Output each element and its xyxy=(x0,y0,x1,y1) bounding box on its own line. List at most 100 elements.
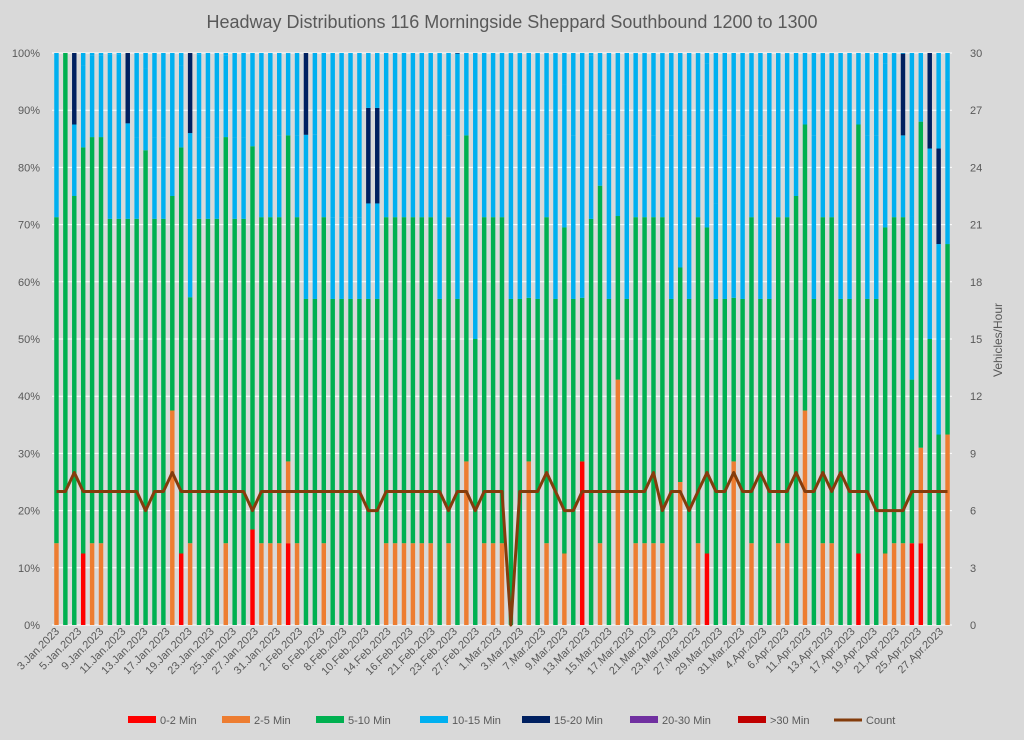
bar-segment xyxy=(820,543,826,625)
bar-segment xyxy=(909,543,915,625)
bar-segment xyxy=(767,298,772,625)
bar-segment xyxy=(473,339,478,625)
bar-segment xyxy=(856,553,861,625)
bar-segment xyxy=(205,218,211,625)
bar-segment xyxy=(187,133,193,298)
bar-segment xyxy=(642,217,647,544)
count-line xyxy=(56,471,948,627)
bar-segment xyxy=(633,543,638,625)
bar-segment xyxy=(277,543,282,625)
legend-label: 15-20 Min xyxy=(554,715,603,727)
bar-segment xyxy=(89,55,95,138)
bar-segment xyxy=(107,54,113,219)
bar-segment xyxy=(125,53,130,124)
bar-segment xyxy=(713,203,719,299)
legend-label: Count xyxy=(866,715,895,727)
bar-segment xyxy=(722,135,727,299)
bar-segment xyxy=(820,53,826,54)
bar-segment xyxy=(945,53,950,81)
bar-segment xyxy=(677,53,683,268)
bar-segment xyxy=(793,196,799,625)
bar-segment xyxy=(178,65,184,148)
bar-segment xyxy=(642,543,647,625)
bar-segment xyxy=(882,227,888,554)
bar-segment xyxy=(303,298,309,625)
bar-segment xyxy=(588,55,594,219)
bar-segment xyxy=(89,543,95,625)
legend-label: 5-10 Min xyxy=(348,715,391,727)
legend-item: 15-20 Min xyxy=(522,715,603,727)
bar-segment xyxy=(152,137,157,219)
bar-segment xyxy=(829,217,834,544)
y2-tick-label: 15 xyxy=(970,334,982,346)
bar-segment xyxy=(321,53,327,218)
y2-tick-label: 30 xyxy=(970,48,982,60)
bar-segment xyxy=(588,218,594,625)
bar-segment xyxy=(143,68,148,151)
bar-segment xyxy=(900,135,906,218)
bar-segment xyxy=(731,461,736,625)
bar-segment xyxy=(152,53,157,138)
bar-segment xyxy=(900,543,906,625)
bar-segment xyxy=(196,53,202,55)
bar-segment xyxy=(357,298,362,625)
bar-segment xyxy=(660,53,665,54)
y-tick-label: 20% xyxy=(18,506,40,518)
bar-segment xyxy=(187,53,193,134)
y-tick-label: 40% xyxy=(18,391,40,403)
bar-segment xyxy=(116,218,122,625)
bar-segment xyxy=(205,53,211,138)
bar-segment xyxy=(437,298,442,625)
bar-segment xyxy=(446,53,451,136)
bar-segment xyxy=(357,217,362,299)
bar-segment xyxy=(882,53,888,64)
bar-segment xyxy=(419,217,425,544)
bar-segment xyxy=(410,543,416,625)
bar-segment xyxy=(268,53,273,218)
bar-segment xyxy=(740,53,745,136)
bar-segment xyxy=(455,53,460,299)
bar-segment xyxy=(161,218,166,625)
bar-segment xyxy=(927,148,932,339)
bar-segment xyxy=(633,53,638,54)
bar-segment xyxy=(695,217,701,544)
y2-tick-label: 0 xyxy=(970,620,976,632)
bar-segment xyxy=(366,203,371,299)
y2-tick-label: 18 xyxy=(970,277,982,289)
bar-segment xyxy=(767,155,772,299)
legend-swatch xyxy=(222,716,250,723)
bar-segment xyxy=(936,148,941,245)
bar-segment xyxy=(517,53,523,54)
bar-segment xyxy=(517,53,523,299)
bar-segment xyxy=(268,217,273,544)
bar-segment xyxy=(784,543,790,625)
bar-segment xyxy=(535,298,540,625)
y2-tick-label: 6 xyxy=(970,506,976,518)
bar-segment xyxy=(410,53,416,218)
bar-segment xyxy=(642,53,647,54)
bar-segment xyxy=(571,53,576,136)
bar-segment xyxy=(856,53,861,125)
bar-segment xyxy=(829,543,834,625)
bar-segment xyxy=(401,217,407,544)
bar-segment xyxy=(918,447,924,544)
bar-segment xyxy=(143,53,148,69)
bar-segment xyxy=(481,217,487,544)
bar-segment xyxy=(410,217,416,544)
bar-segment xyxy=(241,53,246,138)
bar-segment xyxy=(464,461,469,625)
bar-segment xyxy=(758,135,763,299)
bar-segment xyxy=(294,135,300,218)
bar-segment xyxy=(695,543,701,625)
bar-segment xyxy=(874,135,879,299)
bar-segment xyxy=(339,298,344,625)
y-tick-label: 30% xyxy=(18,448,40,460)
bar-segment xyxy=(927,339,932,625)
bar-segment xyxy=(660,53,665,218)
bar-segment xyxy=(223,55,228,138)
bar-segment xyxy=(847,298,852,625)
legend-label: 0-2 Min xyxy=(160,715,197,727)
bar-segment xyxy=(294,217,300,544)
bar-segment xyxy=(562,84,567,228)
bar-segment xyxy=(107,53,113,55)
